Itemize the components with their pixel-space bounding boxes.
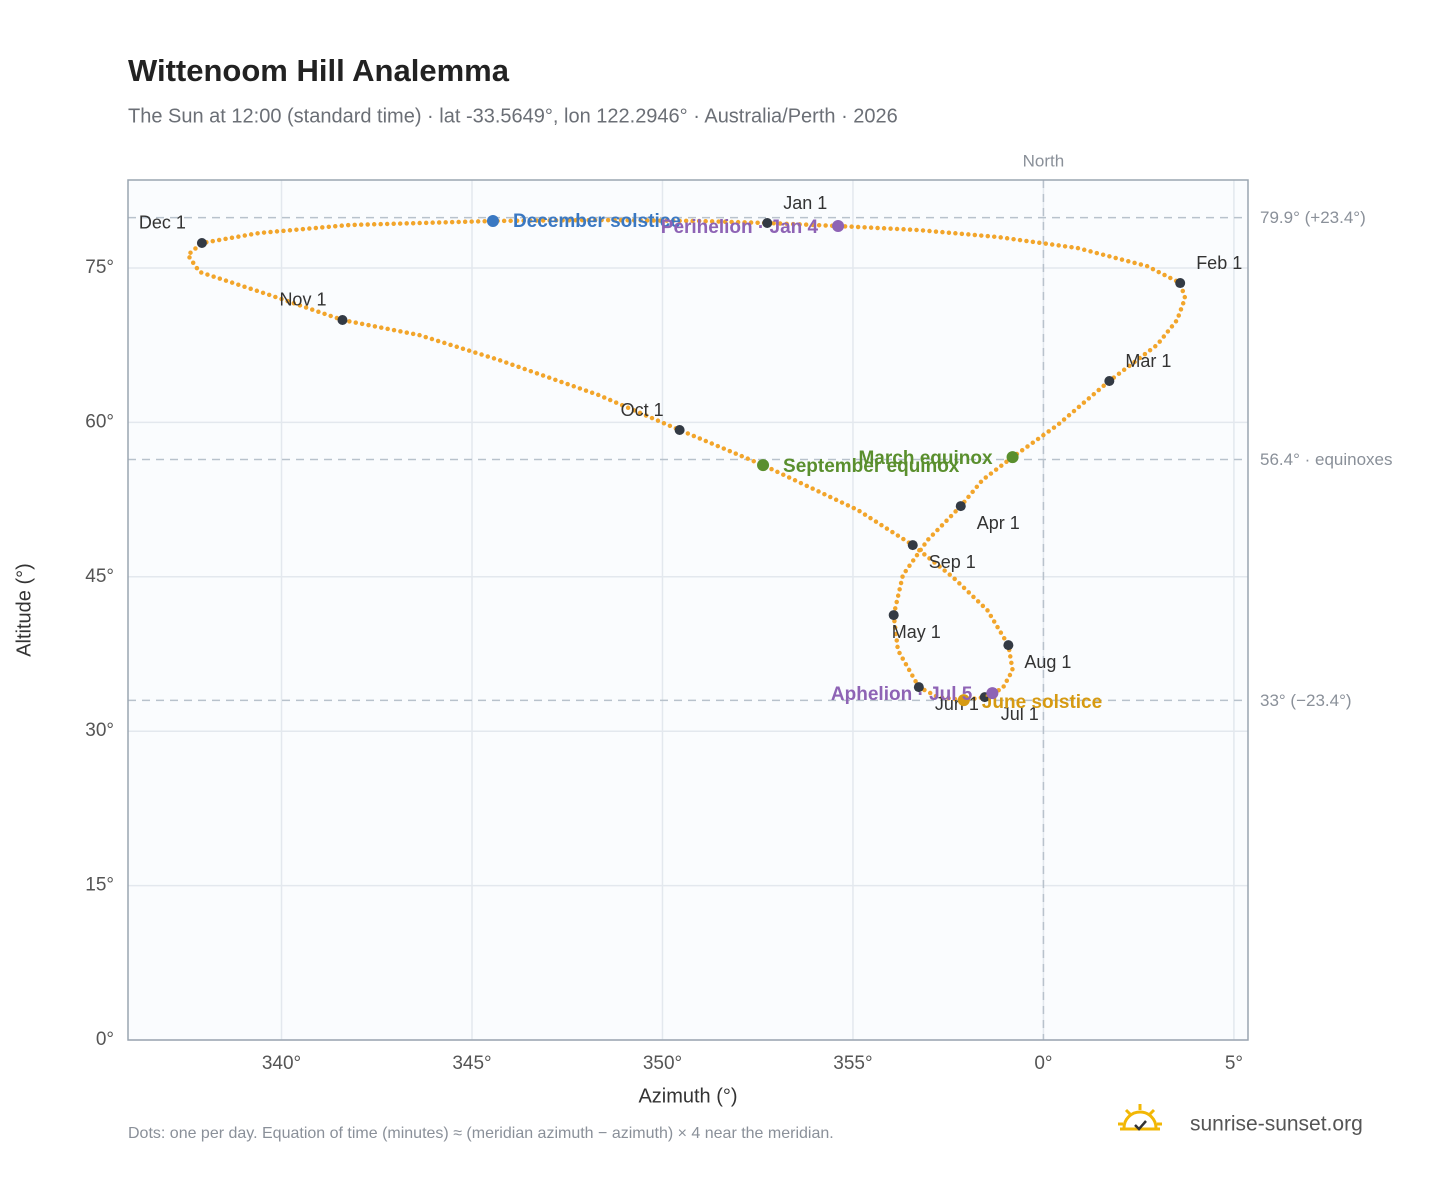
y-tick-label: 15° [85, 875, 114, 896]
x-tick-label: 355° [833, 1053, 872, 1074]
month-marker [196, 237, 207, 248]
y-tick-label: 0° [96, 1029, 114, 1050]
y-tick-label: 30° [85, 720, 114, 741]
month-marker [913, 682, 924, 693]
month-label: Dec 1 [139, 213, 186, 233]
month-label: Apr 1 [977, 513, 1020, 533]
event-label: June solstice [982, 692, 1102, 713]
x-tick-label: 5° [1225, 1053, 1243, 1074]
x-tick-label: 340° [262, 1053, 301, 1074]
month-label: Oct 1 [621, 400, 664, 420]
x-axis-label: Azimuth (°) [638, 1085, 737, 1107]
reference-label: 56.4° · equinoxes [1260, 450, 1393, 469]
plot-area [128, 180, 1248, 1040]
event-marker [486, 214, 499, 227]
month-marker [1104, 376, 1115, 387]
month-marker [674, 425, 685, 436]
month-label: Jul 1 [1001, 704, 1039, 724]
reference-label: 33° (−23.4°) [1260, 691, 1352, 710]
month-marker [1175, 278, 1186, 289]
event-marker [986, 687, 999, 700]
month-label: Aug 1 [1024, 652, 1071, 672]
y-tick-label: 60° [85, 411, 114, 432]
brand-logo [1118, 1104, 1162, 1131]
event-marker [1006, 451, 1019, 464]
month-label: Nov 1 [279, 290, 326, 310]
month-marker [955, 501, 966, 512]
event-label: September equinox [783, 456, 960, 477]
y-tick-label: 75° [85, 257, 114, 278]
x-tick-label: 345° [452, 1053, 491, 1074]
plot-frame [127, 179, 1249, 1041]
footnote: Dots: one per day. Equation of time (min… [128, 1125, 834, 1142]
brand-name: sunrise-sunset.org [1190, 1113, 1363, 1136]
month-marker [337, 314, 348, 325]
chart-subtitle: The Sun at 12:00 (standard time) · lat -… [128, 105, 898, 127]
x-tick-label: 0° [1034, 1053, 1052, 1074]
reference-label: 79.9° (+23.4°) [1260, 208, 1366, 227]
month-marker [888, 610, 899, 621]
month-label: Mar 1 [1125, 351, 1171, 371]
event-label: Perihelion · Jan 4 [661, 217, 819, 238]
event-label: March equinox [858, 448, 993, 469]
x-tick-label: 350° [643, 1053, 682, 1074]
month-label: May 1 [892, 622, 941, 642]
month-marker [907, 540, 918, 551]
event-label: Aphelion · Jul 5 [831, 684, 973, 705]
month-marker [1003, 640, 1014, 651]
event-marker [757, 459, 770, 472]
event-marker [832, 220, 845, 233]
event-label: December solstice [513, 211, 681, 232]
y-axis-label: Altitude (°) [13, 563, 35, 657]
month-label: Jan 1 [783, 193, 827, 213]
chart-title: Wittenoom Hill Analemma [128, 53, 510, 88]
month-label: Feb 1 [1196, 253, 1242, 273]
month-label: Sep 1 [929, 552, 976, 572]
event-marker [957, 694, 970, 707]
north-label: North [1023, 151, 1065, 170]
y-tick-label: 45° [85, 566, 114, 587]
month-marker [762, 218, 773, 229]
